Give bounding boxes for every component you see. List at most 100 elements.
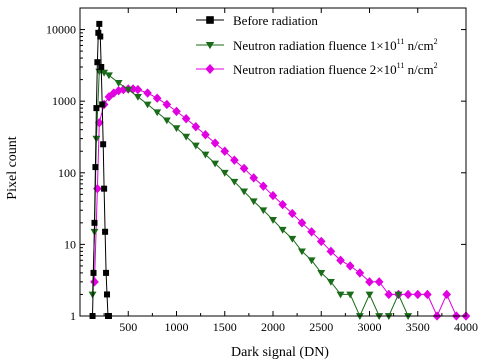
series-3-point	[181, 113, 191, 124]
series-2-point	[153, 109, 162, 117]
x-axis-label: Dark signal (DN)	[231, 345, 329, 360]
series-1-point	[98, 64, 105, 71]
legend-entry-1: Before radiation	[233, 13, 318, 28]
axes: 500 1000 1500 2000 2500 3000 3500 4000 1 10 100 100…	[46, 7, 478, 334]
legend: Before radiation Neutron radiation fluenc…	[196, 13, 438, 77]
y-tick-label: 1000	[52, 94, 76, 108]
series-3-point	[152, 93, 162, 103]
series-2-point	[172, 125, 181, 133]
series-3-point	[413, 289, 423, 300]
x-tick-label: 2000	[261, 320, 285, 334]
plot-area	[88, 20, 471, 321]
series-2-point	[269, 216, 277, 224]
series-2-point	[100, 69, 109, 77]
x-tick-label: 1000	[165, 320, 189, 334]
series-2-point	[326, 278, 335, 286]
series-2-point	[249, 198, 258, 206]
series-1-point	[94, 59, 101, 66]
series-3-point	[278, 199, 287, 210]
series-2-point	[365, 291, 374, 299]
series-3-point	[191, 122, 201, 132]
legend-entry-2: Neutron radiation fluence 1×1011 n/cm2	[233, 37, 438, 53]
series-3-point	[336, 255, 345, 265]
series-1-line	[92, 23, 109, 317]
series-3-point	[259, 181, 268, 191]
series-2-point	[259, 207, 268, 215]
series-2-point	[191, 142, 200, 150]
series-1-point	[95, 29, 102, 36]
series-2-point	[92, 135, 101, 143]
series-3-point	[239, 163, 249, 174]
series-2-point	[288, 235, 297, 243]
series-1-point	[92, 164, 99, 171]
series-3-point	[133, 84, 143, 95]
series-3-point	[249, 173, 259, 183]
legend-marker-2	[205, 41, 215, 50]
series-3-point	[423, 289, 432, 300]
series-2-point	[143, 101, 152, 109]
series-3-point	[210, 138, 220, 148]
series-3-point	[374, 277, 384, 287]
series-2-point	[394, 291, 403, 299]
series-3-point	[365, 277, 374, 287]
series-3-point	[307, 227, 316, 237]
series-2-point	[307, 257, 316, 265]
series-2-point	[336, 291, 345, 299]
series-3-point	[345, 261, 355, 271]
series-1-point	[101, 185, 108, 192]
series-3-point	[220, 146, 230, 156]
series-3-point	[297, 218, 307, 228]
series-2-point	[297, 248, 306, 256]
legend-marker-1	[206, 16, 214, 24]
legend-entry-3: Neutron radiation fluence 2×1011 n/cm2	[233, 61, 438, 77]
series-3-point	[442, 289, 452, 300]
series-1-point	[93, 105, 100, 112]
series-2-point	[278, 226, 287, 234]
series-3-point	[104, 92, 114, 102]
series-3-point	[384, 289, 394, 300]
series-1-point	[104, 291, 111, 298]
y-tick-label: 1	[70, 309, 76, 323]
series-2-point	[211, 160, 220, 168]
x-tick-label: 3500	[406, 320, 430, 334]
series-3-point	[172, 106, 181, 117]
x-tick-label: 1500	[213, 320, 237, 334]
series-1-point	[102, 228, 109, 235]
series-2-point	[375, 313, 384, 320]
plot-frame	[79, 7, 467, 317]
series-1-point	[100, 141, 107, 148]
series-3-point	[162, 99, 172, 110]
y-tick-label: 100	[58, 166, 76, 180]
series-2-point	[114, 80, 123, 87]
y-tick-label: 10000	[46, 23, 76, 37]
series-2-point	[240, 188, 249, 196]
series-1-point	[97, 33, 104, 40]
series-2-point	[162, 117, 171, 125]
y-tick-label: 10	[64, 237, 76, 251]
series-2-line	[92, 70, 409, 318]
x-tick-label: 500	[119, 320, 137, 334]
series-2-point	[220, 169, 229, 177]
series-3-point	[316, 236, 326, 247]
series-2-point	[384, 313, 393, 320]
series-2-point	[124, 86, 133, 94]
series-3-point	[326, 246, 336, 257]
series-3-point	[143, 88, 152, 98]
series-2-point	[346, 291, 355, 299]
series-3-point	[94, 118, 104, 128]
series-3-point	[268, 190, 278, 201]
series-1-point	[99, 101, 106, 108]
series-3-point	[201, 130, 210, 140]
series-1-point	[96, 20, 103, 27]
series-2-point	[317, 270, 326, 277]
series-2-point	[104, 72, 113, 80]
series-1-point	[103, 269, 110, 276]
series-2-point	[201, 151, 210, 159]
series-2-point	[355, 313, 364, 320]
y-axis-label: Pixel count	[5, 136, 20, 199]
series-3-point	[355, 268, 365, 278]
legend-marker-3	[205, 64, 215, 74]
series-1-point	[91, 219, 98, 226]
series-2-point	[182, 133, 191, 141]
